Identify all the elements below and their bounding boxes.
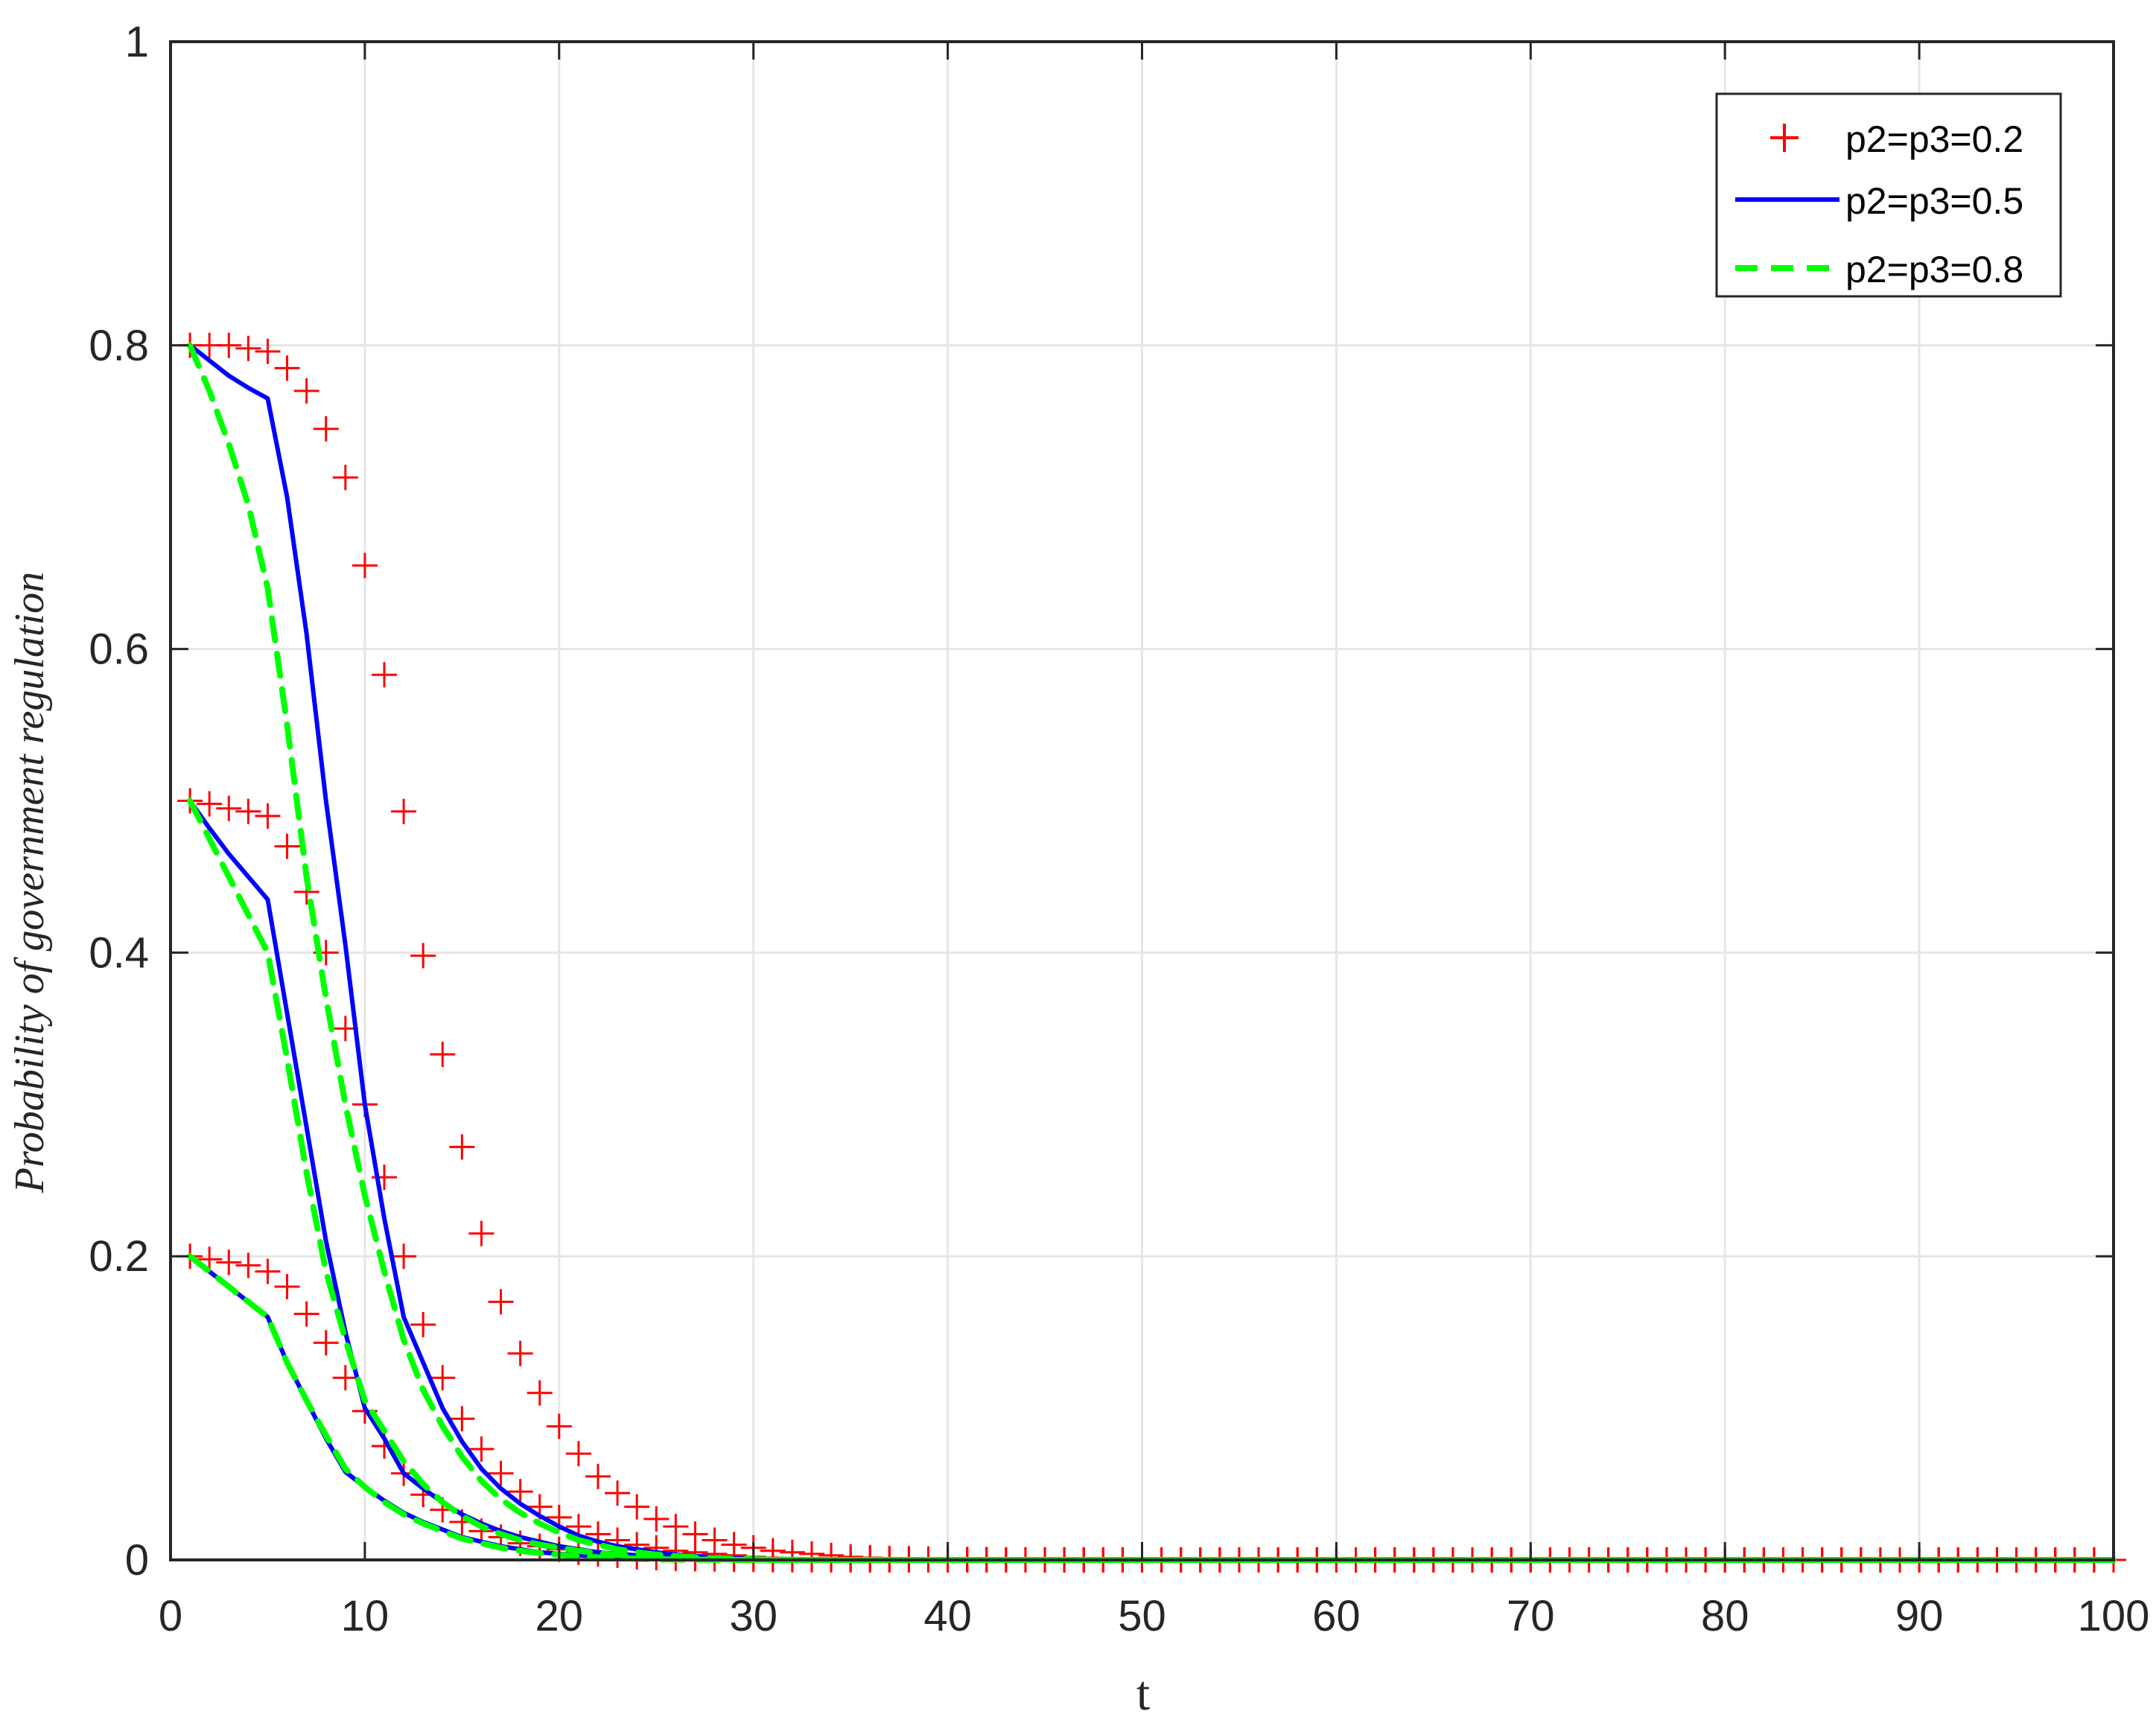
- data-point: [488, 1289, 514, 1315]
- data-point: [410, 943, 436, 969]
- data-point: [255, 338, 281, 364]
- y-tick-label-0.4: 0.4: [89, 929, 149, 977]
- data-point: [235, 798, 261, 824]
- data-point: [332, 1365, 358, 1391]
- legend-entry-2: p2=p3=0.5: [1845, 180, 2023, 222]
- data-point: [449, 1406, 475, 1432]
- data-point: [507, 1479, 533, 1505]
- data-point: [410, 1311, 436, 1337]
- data-point: [332, 465, 358, 491]
- data-point: [197, 791, 223, 817]
- data-point: [313, 415, 339, 442]
- data-point: [546, 1413, 572, 1439]
- data-point: [430, 1042, 456, 1068]
- data-point: [352, 552, 378, 579]
- data-point: [565, 1441, 591, 1467]
- grid: [171, 42, 2114, 1560]
- data-point: [507, 1340, 533, 1366]
- data-point: [235, 335, 261, 361]
- data-point: [488, 1460, 514, 1486]
- data-point: [430, 1365, 456, 1391]
- data-point: [216, 1249, 242, 1275]
- data-point: [216, 795, 242, 821]
- x-tick-label-10: 10: [341, 1592, 389, 1640]
- series-3-run-3: [187, 1253, 2117, 1563]
- data-point: [663, 1514, 689, 1540]
- data-point: [527, 1380, 553, 1406]
- x-tick-label-70: 70: [1507, 1592, 1555, 1640]
- series-2-run-2: [188, 798, 2116, 1562]
- data-point: [391, 1243, 417, 1270]
- legend: p2=p3=0.2 p2=p3=0.5 p2=p3=0.8: [1715, 92, 2062, 298]
- x-tick-label-0: 0: [159, 1592, 182, 1640]
- data-point: [274, 833, 300, 859]
- x-tick-label-80: 80: [1701, 1592, 1749, 1640]
- x-tick-label-90: 90: [1895, 1592, 1944, 1640]
- legend-box: [1715, 92, 2062, 298]
- y-tick-label-0: 0: [125, 1536, 149, 1584]
- data-point: [216, 332, 242, 358]
- series-3-run-2: [187, 797, 2117, 1563]
- data-point: [235, 1252, 261, 1278]
- data-point: [449, 1134, 475, 1160]
- x-axis-label: t: [1136, 1666, 1150, 1720]
- legend-entry-1: p2=p3=0.2: [1845, 118, 2023, 160]
- data-point: [624, 1494, 650, 1520]
- y-tick-label-0.6: 0.6: [89, 625, 149, 674]
- y-axis-label: Probability of government regulation: [7, 572, 53, 1194]
- data-point: [274, 355, 300, 381]
- data-point: [605, 1480, 631, 1506]
- y-tick-label-1: 1: [125, 18, 149, 66]
- y-tick-label-0.8: 0.8: [89, 322, 149, 370]
- data-point: [293, 378, 319, 404]
- x-tick-label-20: 20: [535, 1592, 584, 1640]
- y-tick-label-0.2: 0.2: [89, 1232, 149, 1281]
- legend-symbol-plus: [1770, 124, 1799, 152]
- data-point: [468, 1220, 495, 1246]
- data-point: [255, 803, 281, 829]
- data-point: [274, 1273, 300, 1299]
- x-tick-label-30: 30: [729, 1592, 778, 1640]
- data-point: [313, 1330, 339, 1356]
- x-tick-label-50: 50: [1118, 1592, 1166, 1640]
- series-2-run-3: [188, 1254, 2116, 1562]
- x-tick-label-40: 40: [923, 1592, 972, 1640]
- legend-entry-3: p2=p3=0.8: [1845, 249, 2023, 290]
- axes: [169, 40, 2115, 1561]
- x-tick-label-100: 100: [2078, 1592, 2150, 1640]
- data-point: [468, 1436, 495, 1462]
- data-point: [255, 1258, 281, 1284]
- x-tick-label-60: 60: [1312, 1592, 1361, 1640]
- data-point: [371, 662, 397, 688]
- data-point: [643, 1506, 670, 1532]
- data-point: [293, 1301, 319, 1327]
- data-point: [585, 1463, 611, 1489]
- data-point: [391, 798, 417, 824]
- tick-labels: 0 10 20 30 40 50 60 70 80 90 100 0 0.2 0.4 0.6 0.8 1: [89, 18, 2149, 1640]
